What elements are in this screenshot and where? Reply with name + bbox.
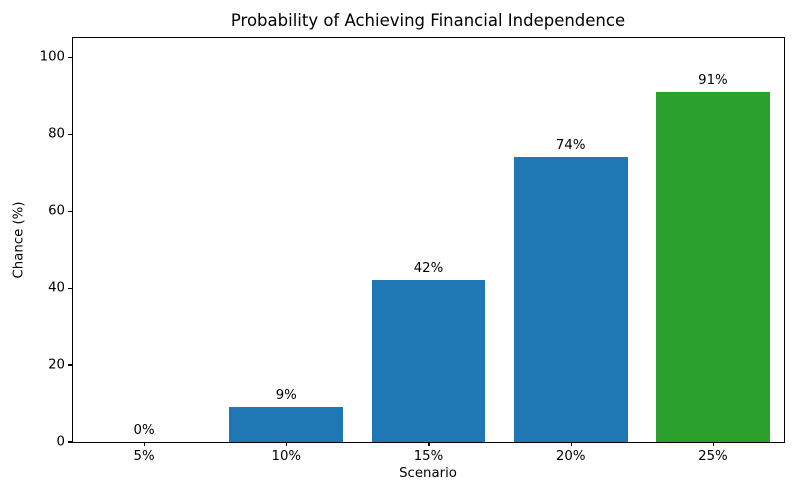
x-axis-label: Scenario bbox=[399, 466, 457, 481]
y-tick-label: 100 bbox=[39, 49, 65, 65]
bar-value-label: 9% bbox=[275, 388, 297, 404]
chart-title: Probability of Achieving Financial Indep… bbox=[230, 11, 626, 30]
y-tick-label: 20 bbox=[48, 357, 65, 373]
x-tick-label: 15% bbox=[413, 449, 444, 464]
bar bbox=[229, 407, 344, 442]
plot-area: 0% 5% 9% 10% 42% 15% 74% 20% 91% 25% 0 20 40 60 80 100 bbox=[40, 37, 785, 464]
bar-value-label: 91% bbox=[698, 72, 728, 88]
bar-slot: 0% 5% bbox=[73, 38, 215, 464]
bar bbox=[513, 157, 628, 442]
bar-slot: 42% 15% bbox=[357, 38, 499, 464]
y-tick-label: 40 bbox=[48, 280, 65, 296]
y-tick-mark bbox=[67, 210, 72, 212]
x-tick-mark bbox=[286, 442, 288, 446]
bar bbox=[656, 91, 770, 442]
x-tick-label: 5% bbox=[133, 449, 155, 464]
y-tick-label: 60 bbox=[48, 203, 65, 219]
x-tick-mark bbox=[428, 442, 430, 446]
x-tick-label: 20% bbox=[555, 449, 586, 464]
bar-slot: 9% 10% bbox=[215, 38, 357, 464]
y-tick-label: 80 bbox=[48, 126, 65, 142]
bar-value-label: 74% bbox=[555, 137, 586, 153]
bar-value-label: 42% bbox=[413, 261, 444, 277]
x-tick-mark bbox=[570, 442, 572, 446]
y-axis-label: Chance (%) bbox=[11, 201, 27, 279]
y-tick-mark bbox=[67, 133, 72, 135]
x-tick-label: 10% bbox=[271, 449, 302, 464]
bar-slot: 74% 20% bbox=[500, 38, 642, 464]
bar bbox=[371, 280, 486, 442]
x-tick-label: 25% bbox=[698, 449, 728, 464]
bar-value-label: 0% bbox=[133, 422, 155, 438]
y-tick-mark bbox=[67, 56, 72, 58]
x-tick-mark bbox=[712, 442, 715, 446]
y-tick-mark bbox=[67, 364, 72, 366]
x-tick-mark bbox=[144, 442, 146, 446]
bar-slot: 91% 25% bbox=[642, 38, 784, 464]
y-tick-mark bbox=[67, 441, 72, 443]
y-tick-label: 0 bbox=[56, 434, 65, 450]
y-tick-mark bbox=[67, 287, 72, 289]
